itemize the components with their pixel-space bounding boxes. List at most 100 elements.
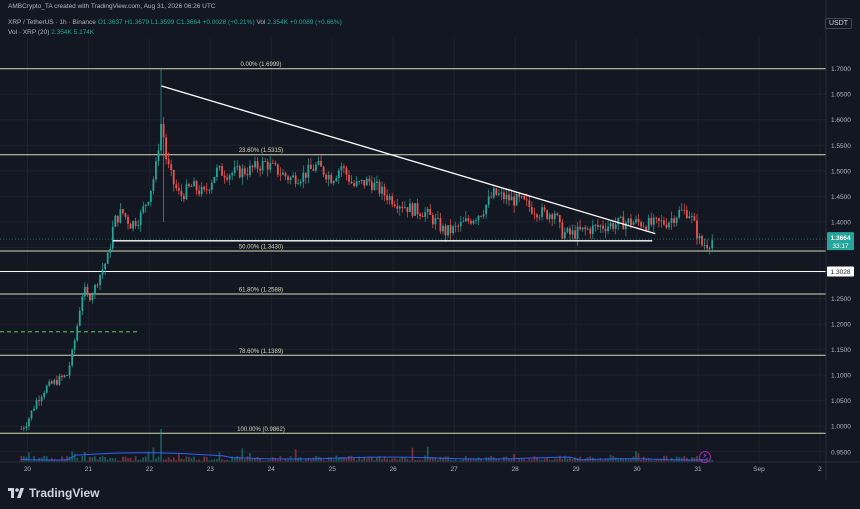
candle-body[interactable] [218,166,221,168]
candle-body[interactable] [437,217,439,219]
candle-body[interactable] [76,325,79,341]
candle-body[interactable] [543,207,546,211]
candle-body[interactable] [536,214,538,218]
candle-body[interactable] [353,183,355,187]
candle-body[interactable] [386,195,388,201]
candle-body[interactable] [91,294,94,301]
candle-body[interactable] [116,215,119,223]
candle-body[interactable] [35,400,38,409]
candle-body[interactable] [614,224,617,229]
candle-body[interactable] [574,230,576,239]
candle-body[interactable] [104,263,107,270]
candle-body[interactable] [292,175,295,178]
candle-body[interactable] [607,226,609,232]
candle-body[interactable] [20,428,23,430]
candle-body[interactable] [287,176,289,181]
candle-body[interactable] [170,164,173,171]
candle-body[interactable] [56,380,58,385]
candle-body[interactable] [655,217,658,219]
candle-body[interactable] [165,137,168,160]
candle-body[interactable] [660,220,663,222]
candle-body[interactable] [127,216,129,224]
candle-body[interactable] [101,269,104,275]
candle-body[interactable] [564,232,566,239]
candle-body[interactable] [477,215,480,220]
candle-body[interactable] [96,284,99,286]
candle-body[interactable] [617,217,620,225]
candle-body[interactable] [106,252,109,264]
candle-body[interactable] [304,172,307,178]
candle-body[interactable] [691,216,693,217]
candle-body[interactable] [515,193,518,206]
candle-body[interactable] [480,215,482,217]
candle-body[interactable] [139,212,142,226]
candle-body[interactable] [619,216,622,218]
candle-body[interactable] [350,181,353,184]
candle-body[interactable] [640,222,642,227]
candle-body[interactable] [558,215,561,223]
candle-body[interactable] [99,274,101,286]
candle-body[interactable] [589,228,592,234]
candle-body[interactable] [322,166,325,175]
candle-body[interactable] [185,184,188,200]
candle-body[interactable] [630,218,632,225]
time-axis[interactable]: 20 21 22 23 24 25 26 27 28 29 30 31 Sep 2 [0,461,860,473]
candle-body[interactable] [264,160,267,162]
candle-body[interactable] [442,225,444,232]
symbol-legend[interactable]: XRP / TetherUS · 1h · Binance O1.3637 H1… [8,19,342,27]
candle-body[interactable] [670,218,673,223]
candle-body[interactable] [86,286,89,295]
candle-body[interactable] [495,188,498,195]
candle-body[interactable] [680,209,683,211]
candle-body[interactable] [238,166,241,178]
candle-body[interactable] [518,193,521,198]
candle-body[interactable] [312,168,315,171]
candle-body[interactable] [571,230,574,235]
candle-body[interactable] [28,418,30,427]
candle-body[interactable] [246,174,249,176]
candle-body[interactable] [340,166,343,171]
price-axis[interactable]: 1.7000 1.6500 1.6000 1.5500 1.5000 1.4500 1.40… [825,0,851,480]
candle-body[interactable] [576,226,579,239]
candle-body[interactable] [89,294,91,301]
candle-body[interactable] [193,181,195,187]
candle-body[interactable] [109,248,112,253]
candle-body[interactable] [33,408,35,411]
candle-body[interactable] [530,206,533,214]
candle-body[interactable] [411,203,414,216]
candle-body[interactable] [381,186,383,194]
candle-body[interactable] [343,166,345,168]
candle-body[interactable] [241,168,244,178]
candle-body[interactable] [94,284,96,295]
candle-body[interactable] [368,178,371,182]
candle-body[interactable] [208,189,211,191]
candle-body[interactable] [431,214,434,225]
candle-body[interactable] [43,392,46,398]
indicator-legend[interactable]: Vol · XRP (20) 2.354K 5.174K [8,29,94,37]
candle-body[interactable] [393,204,396,207]
candle-body[interactable] [132,221,134,229]
candle-body[interactable] [523,196,526,200]
candle-body[interactable] [424,212,427,217]
candle-body[interactable] [335,178,338,182]
candle-body[interactable] [210,182,213,190]
candle-body[interactable] [406,207,409,213]
candle-body[interactable] [370,181,373,191]
candle-body[interactable] [269,162,272,170]
candle-body[interactable] [358,181,361,182]
candle-body[interactable] [475,219,477,221]
candle-body[interactable] [510,196,513,201]
candle-body[interactable] [708,248,711,249]
candle-body[interactable] [200,186,203,195]
candle-body[interactable] [213,176,216,183]
candle-body[interactable] [155,161,157,180]
candle-body[interactable] [261,160,264,171]
candle-body[interactable] [711,240,714,249]
candle-body[interactable] [597,224,599,227]
descending-trendline[interactable] [161,85,656,235]
candle-body[interactable] [243,168,246,175]
candle-body[interactable] [177,188,180,191]
candle-body[interactable] [520,196,523,198]
candle-body[interactable] [251,165,254,168]
candle-body[interactable] [22,427,25,429]
